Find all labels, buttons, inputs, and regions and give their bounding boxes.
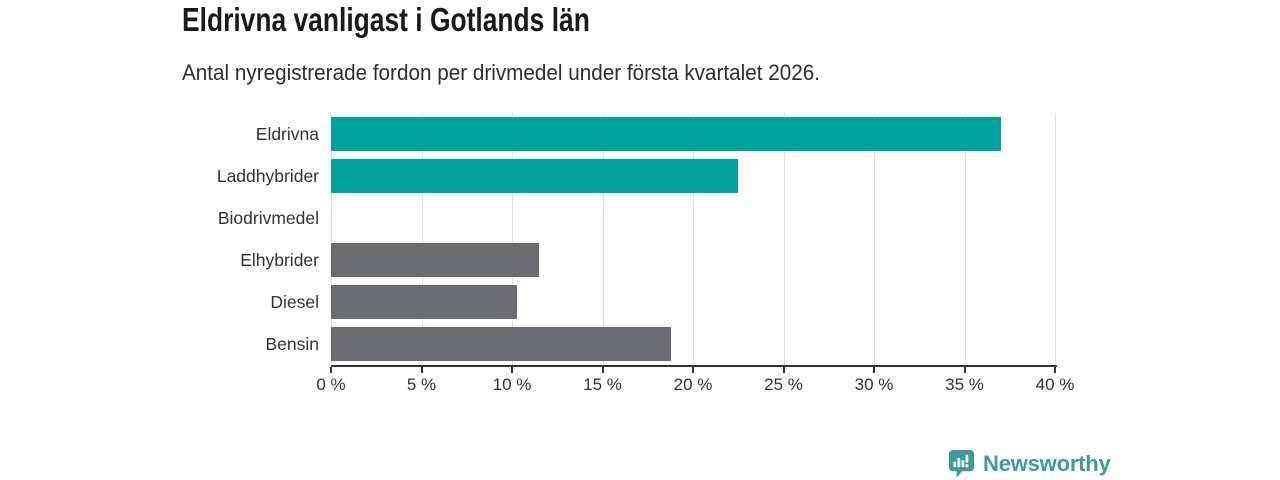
- x-tick-label: 40 %: [1035, 375, 1075, 394]
- y-category-label: Diesel: [270, 292, 319, 312]
- x-tick-label: 30 %: [854, 375, 894, 394]
- y-category-label: Bensin: [265, 334, 319, 354]
- axis-tick: [420, 367, 423, 373]
- gridline: [783, 113, 785, 365]
- newsworthy-wordmark: Newsworthy: [983, 451, 1111, 476]
- axis-tick: [511, 367, 513, 373]
- chart-title: Eldrivna vanligast i Gotlands län: [182, 1, 590, 38]
- bar-laddhybrider: [331, 159, 739, 193]
- x-tick-label: 5 %: [406, 375, 437, 394]
- chart-subtitle: Antal nyregistrerade fordon per drivmede…: [182, 60, 820, 85]
- axis-tick: [963, 367, 966, 373]
- x-tick-label: 15 %: [583, 375, 622, 394]
- y-category-label: Laddhybrider: [216, 166, 319, 186]
- axis-tick: [1054, 367, 1056, 373]
- newsworthy-icon: [948, 450, 975, 478]
- x-axis-line: [331, 365, 1057, 367]
- gridline: [421, 113, 423, 365]
- gridline: [874, 113, 875, 365]
- x-tick-label: 0 %: [316, 375, 346, 394]
- bar-eldrivna: [331, 117, 1001, 151]
- x-tick-label: 35 %: [945, 375, 984, 394]
- y-category-label: Eldrivna: [255, 124, 319, 144]
- axis-tick: [692, 367, 694, 373]
- gridline: [602, 113, 604, 365]
- axis-tick: [873, 367, 875, 373]
- gridline: [512, 113, 513, 365]
- axis-tick: [330, 367, 332, 373]
- bar-bensin: [331, 327, 672, 361]
- y-category-label: Elhybrider: [240, 250, 319, 270]
- y-category-label: Biodrivmedel: [217, 208, 319, 228]
- gridline: [693, 113, 694, 365]
- gridline: [1055, 113, 1056, 365]
- bar-diesel: [331, 285, 518, 319]
- newsworthy-logo: Newsworthy: [948, 449, 1111, 479]
- gridline: [964, 113, 966, 365]
- x-tick-label: 20 %: [673, 375, 713, 394]
- gridline: [331, 113, 332, 365]
- x-tick-label: 25 %: [764, 375, 803, 394]
- axis-tick: [782, 367, 785, 373]
- axis-tick: [601, 367, 604, 373]
- bar-elhybrider: [331, 243, 540, 277]
- x-tick-label: 10 %: [492, 375, 532, 394]
